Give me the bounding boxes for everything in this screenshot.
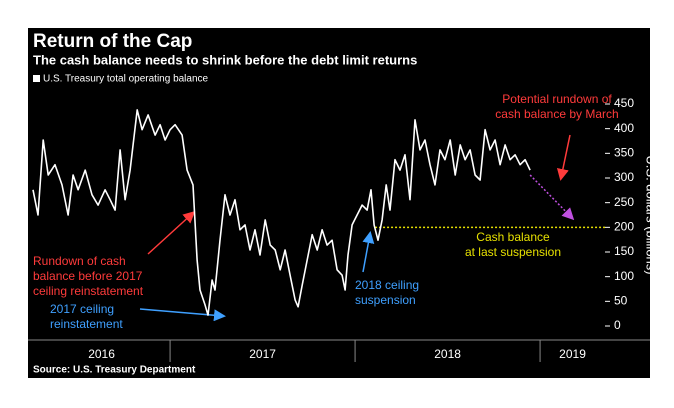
annotation: balance before 2017 [33,269,143,283]
background [28,28,650,378]
annotation: Rundown of cash [33,254,126,268]
y-tick-label: 350 [614,146,634,160]
y-tick-label: 400 [614,121,634,135]
x-tick-label: 2019 [559,347,586,361]
y-tick-label: 450 [614,96,634,110]
chart-title: Return of the Cap [33,31,192,52]
annotation: suspension [355,293,416,307]
y-tick-label: 250 [614,195,634,209]
legend-label: U.S. Treasury total operating balance [43,74,209,85]
annotation: Cash balance [476,230,550,244]
annotation: reinstatement [50,317,123,331]
annotation: 2018 ceiling [355,278,419,292]
annotation: 2017 ceiling [50,302,114,316]
arrow [556,134,571,181]
y-tick-label: 0 [614,318,621,332]
x-tick-label: 2018 [434,347,461,361]
y-tick-label: 150 [614,244,634,258]
x-tick-label: 2016 [88,347,115,361]
legend-swatch [33,75,40,82]
arrow [147,210,196,255]
x-tick-label: 2017 [249,347,276,361]
y-tick-label: 50 [614,294,628,308]
source: Source: U.S. Treasury Department [33,365,196,376]
arrow [139,308,226,322]
data-line [32,109,531,316]
annotation: cash balance by March [495,107,618,121]
chart-subtitle: The cash balance needs to shrink before … [33,52,417,67]
y-tick-label: 200 [614,220,634,234]
annotation: at last suspension [465,245,561,259]
y-axis-label: U.S. dollars (billions) [644,155,659,274]
y-tick-label: 300 [614,170,634,184]
annotation: Potential rundown of [502,92,612,106]
y-tick-label: 100 [614,269,634,283]
arrow [362,231,375,273]
annotation: ceiling reinstatement [33,284,144,298]
